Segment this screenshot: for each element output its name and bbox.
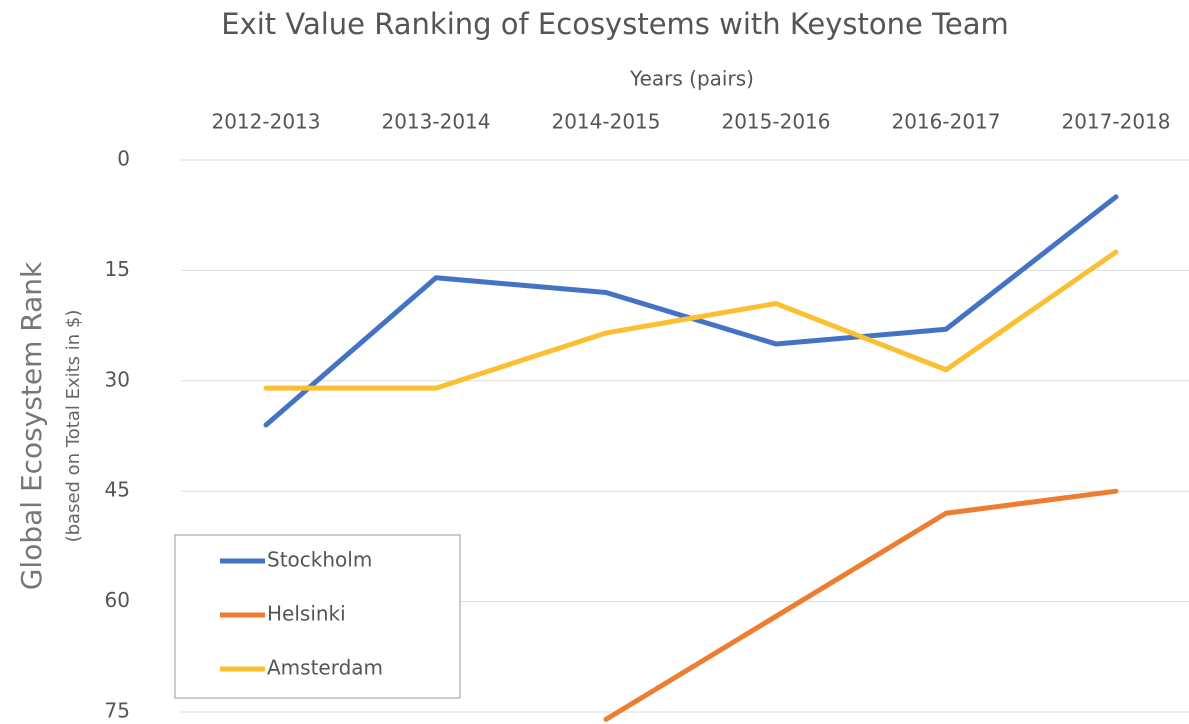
legend-label: Stockholm (267, 548, 372, 572)
y-tick-label: 0 (117, 147, 130, 171)
y-tick-label: 45 (105, 478, 130, 502)
x-tick-label: 2013-2014 (381, 110, 490, 134)
series-line (603, 488, 1119, 722)
y-tick-label: 30 (105, 367, 130, 391)
y-tick-label: 15 (105, 257, 130, 281)
x-tick-label: 2014-2015 (551, 110, 660, 134)
y-axis-label: Global Ecosystem Rank (15, 261, 48, 590)
y-tick-label: 60 (105, 588, 130, 612)
plot (263, 194, 1119, 722)
y-tick-label: 75 (105, 699, 130, 723)
x-tick-label: 2017-2018 (1061, 110, 1170, 134)
x-axis-label: Years (pairs) (629, 67, 754, 91)
series-line (263, 249, 1119, 391)
x-tick-label: 2015-2016 (721, 110, 830, 134)
legend: Stockholm Helsinki Amsterdam (174, 534, 461, 699)
chart-title: Exit Value Ranking of Ecosystems with Ke… (221, 7, 1009, 41)
series-line (263, 194, 1119, 428)
legend-label: Amsterdam (267, 656, 383, 680)
y-axis-sublabel: (based on Total Exits in $) (63, 310, 84, 543)
legend-label: Helsinki (267, 602, 346, 626)
x-tick-label: 2016-2017 (891, 110, 1000, 134)
x-tick-label: 2012-2013 (211, 110, 320, 134)
